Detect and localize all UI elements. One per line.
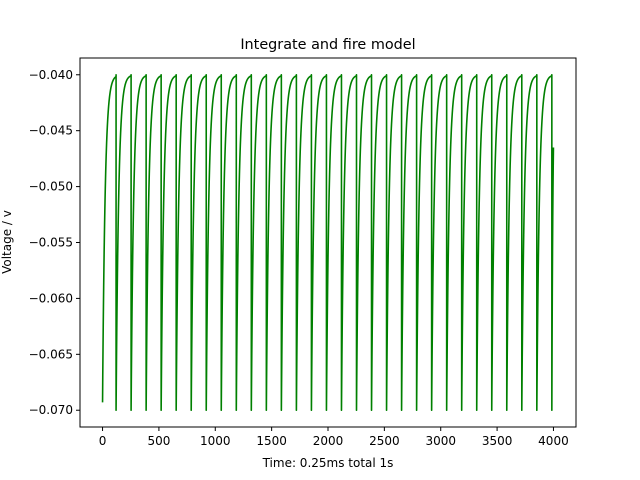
x-tick-label: 1000: [200, 434, 231, 448]
y-tick-label: −0.070: [29, 403, 73, 417]
chart-title: Integrate and fire model: [240, 37, 415, 53]
y-tick-label: −0.065: [29, 347, 73, 361]
series-line-0: [101, 73, 555, 412]
y-tick-label: −0.045: [29, 124, 73, 138]
y-tick-label: −0.040: [29, 68, 73, 82]
x-tick-label: 2500: [369, 434, 400, 448]
x-tick-label: 4000: [538, 434, 569, 448]
x-tick-label: 0: [99, 434, 107, 448]
y-tick-label: −0.050: [29, 180, 73, 194]
x-tick-label: 1500: [256, 434, 287, 448]
y-axis-label: Voltage / v: [0, 210, 14, 274]
y-axis-ticks: −0.070 −0.065 −0.060 −0.055 −0.050 −0.045 −0.0…: [29, 68, 80, 417]
plot-area: 0 500 1000 1500 2000 2500 3000 3500 4000 −0.070−…: [29, 57, 577, 448]
x-tick-label: 2000: [313, 434, 344, 448]
series-layer: [101, 73, 555, 412]
y-tick-label: −0.055: [29, 236, 73, 250]
x-axis-ticks: 0 500 1000 1500 2000 2500 3000 3500 4000: [99, 427, 569, 448]
x-axis-label: Time: 0.25ms total 1s: [262, 456, 394, 470]
y-tick-label: −0.060: [29, 291, 73, 305]
x-tick-label: 500: [147, 434, 170, 448]
x-tick-label: 3000: [425, 434, 456, 448]
x-tick-label: 3500: [482, 434, 513, 448]
